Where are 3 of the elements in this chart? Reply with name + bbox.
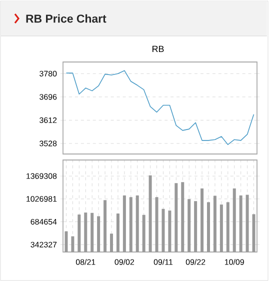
line-series [66,70,254,145]
chart-title: RB Price Chart [26,14,106,23]
chart-subtitle: RB [152,46,164,52]
